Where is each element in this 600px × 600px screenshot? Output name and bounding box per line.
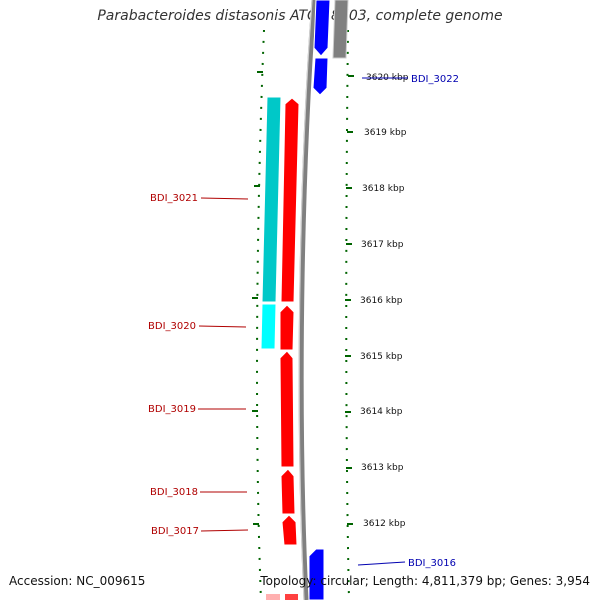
cds-bdi-3021 [280,97,300,303]
kbp-label-3613: 3613 kbp [361,463,404,473]
kbp-label-3615: 3615 kbp [360,352,403,362]
label-leader-lines [198,77,408,566]
leader-bdi-3020 [198,325,247,328]
feature-bdi-3021-companion [261,96,282,303]
leader-bdi-3017 [200,529,249,532]
cds-bdi-3023 [313,0,331,57]
feature-grey-top [332,0,349,59]
kbp-label-3614: 3614 kbp [360,407,403,417]
gene-label-bdi-3017[interactable]: BDI_3017 [151,526,199,537]
gene-label-bdi-3020[interactable]: BDI_3020 [148,321,196,332]
genome-summary-text: Topology: circular; Length: 4,811,379 bp… [260,574,590,588]
gene-label-bdi-3018[interactable]: BDI_3018 [150,487,198,498]
feature-bottom-red [285,594,298,600]
gene-label-bdi-3021[interactable]: BDI_3021 [150,193,198,204]
genome-backbone-highlight [298,0,313,600]
gene-label-bdi-3022[interactable]: BDI_3022 [411,74,459,85]
major-ticks-right [345,75,354,525]
cds-bdi-3020 [279,304,295,351]
leader-bdi-3016 [357,561,406,566]
feature-bdi-3020-companion [260,303,277,350]
gene-label-bdi-3019[interactable]: BDI_3019 [148,404,196,415]
map-title: Parabacteroides distasonis ATCC 8503, co… [97,8,503,24]
kbp-label-3612: 3612 kbp [363,519,406,529]
kbp-label-3617: 3617 kbp [361,240,404,250]
accession-text: Accession: NC_009615 [9,574,146,588]
gene-label-bdi-3016[interactable]: BDI_3016 [408,558,456,569]
cds-bdi-3016 [308,548,325,600]
cds-bdi-3022 [312,57,329,96]
kbp-labels: 3620 kbp 3619 kbp 3618 kbp 3617 kbp 3616… [360,73,409,529]
kbp-label-3616: 3616 kbp [360,296,403,306]
cds-bdi-3017 [281,514,298,546]
leader-bdi-3021 [200,197,249,200]
cds-bdi-3019 [279,350,295,468]
feature-bottom-pink [266,594,280,600]
major-ticks-left [252,71,263,525]
gene-labels: BDI_3022 BDI_3021 BDI_3020 BDI_3019 BDI_… [148,74,459,569]
kbp-label-3619: 3619 kbp [364,128,407,138]
kbp-label-3618: 3618 kbp [362,184,405,194]
cds-bdi-3018 [280,468,296,515]
genome-backbone [298,0,317,600]
